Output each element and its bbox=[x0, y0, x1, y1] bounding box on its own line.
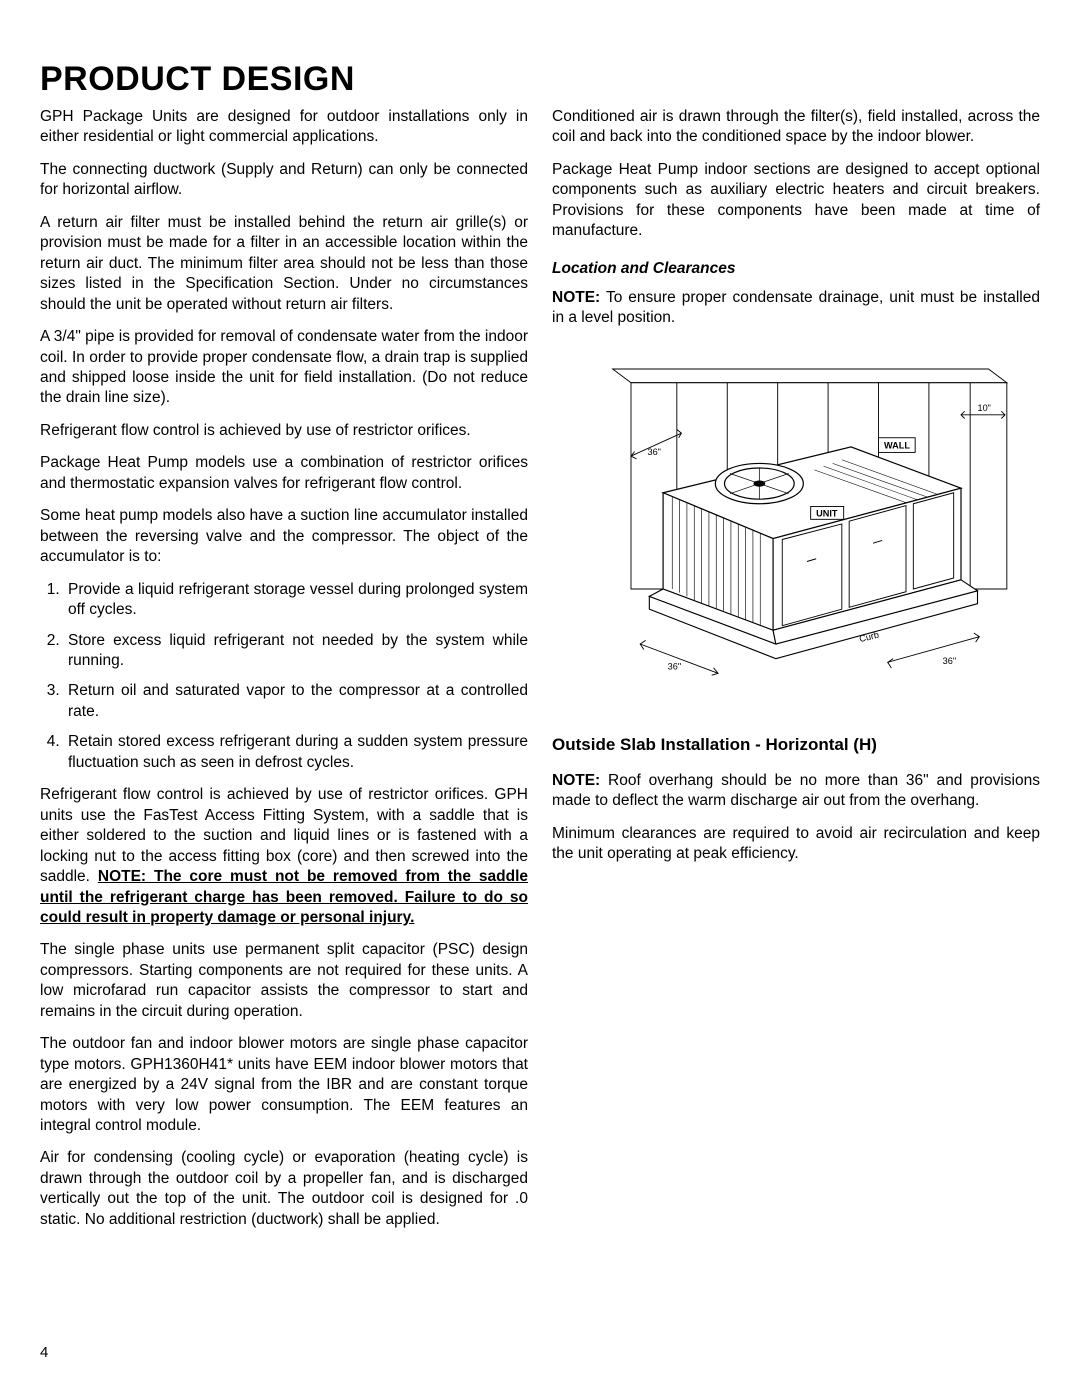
subheading-location: Location and Clearances bbox=[552, 260, 1040, 278]
page-number: 4 bbox=[40, 1344, 48, 1361]
note-text-2: Roof overhang should be no more than 36"… bbox=[552, 772, 1040, 809]
dim-36b: 36" bbox=[668, 661, 681, 671]
para-intro: GPH Package Units are designed for outdo… bbox=[40, 107, 528, 148]
para-condensing: Air for condensing (cooling cycle) or ev… bbox=[40, 1148, 528, 1230]
para-psc: The single phase units use permanent spl… bbox=[40, 940, 528, 1022]
page-title: PRODUCT DESIGN bbox=[40, 60, 1040, 99]
note-text: To ensure proper condensate drainage, un… bbox=[552, 289, 1040, 326]
unit-diagram-svg: 10" 36" WALL bbox=[576, 349, 1016, 719]
para-clearances: Minimum clearances are required to avoid… bbox=[552, 824, 1040, 865]
para-optional: Package Heat Pump indoor sections are de… bbox=[552, 160, 1040, 242]
accumulator-list: Provide a liquid refrigerant storage ves… bbox=[40, 580, 528, 774]
two-column-layout: GPH Package Units are designed for outdo… bbox=[40, 107, 1040, 1242]
wall-label: WALL bbox=[884, 440, 910, 450]
para-motors: The outdoor fan and indoor blower motors… bbox=[40, 1034, 528, 1136]
para-heatpump: Package Heat Pump models use a combinati… bbox=[40, 453, 528, 494]
para-condensate: A 3/4" pipe is provided for removal of c… bbox=[40, 327, 528, 409]
note-overhang: NOTE: Roof overhang should be no more th… bbox=[552, 771, 1040, 812]
para-filter: A return air filter must be installed be… bbox=[40, 213, 528, 315]
installation-diagram: 10" 36" WALL bbox=[552, 349, 1040, 719]
list-item: Retain stored excess refrigerant during … bbox=[64, 732, 528, 773]
para-conditioned-air: Conditioned air is drawn through the fil… bbox=[552, 107, 1040, 148]
list-item: Store excess liquid refrigerant not need… bbox=[64, 631, 528, 672]
para-fastest: Refrigerant flow control is achieved by … bbox=[40, 785, 528, 928]
unit-label: UNIT bbox=[816, 508, 838, 518]
para-ductwork: The connecting ductwork (Supply and Retu… bbox=[40, 160, 528, 201]
dim-36c: 36" bbox=[943, 656, 956, 666]
left-column: GPH Package Units are designed for outdo… bbox=[40, 107, 528, 1242]
subheading-slab: Outside Slab Installation - Horizontal (… bbox=[552, 735, 1040, 755]
note-lead-2: NOTE: bbox=[552, 772, 600, 789]
right-column: Conditioned air is drawn through the fil… bbox=[552, 107, 1040, 1242]
list-item: Provide a liquid refrigerant storage ves… bbox=[64, 580, 528, 621]
dim-10: 10" bbox=[978, 403, 991, 413]
list-item: Return oil and saturated vapor to the co… bbox=[64, 681, 528, 722]
para-refrigerant1: Refrigerant flow control is achieved by … bbox=[40, 421, 528, 441]
warning-note: NOTE: The core must not be removed from … bbox=[40, 868, 528, 926]
dim-36a: 36" bbox=[648, 447, 661, 457]
para-accumulator: Some heat pump models also have a suctio… bbox=[40, 506, 528, 567]
note-lead: NOTE: bbox=[552, 289, 600, 306]
note-drainage: NOTE: To ensure proper condensate draina… bbox=[552, 288, 1040, 329]
